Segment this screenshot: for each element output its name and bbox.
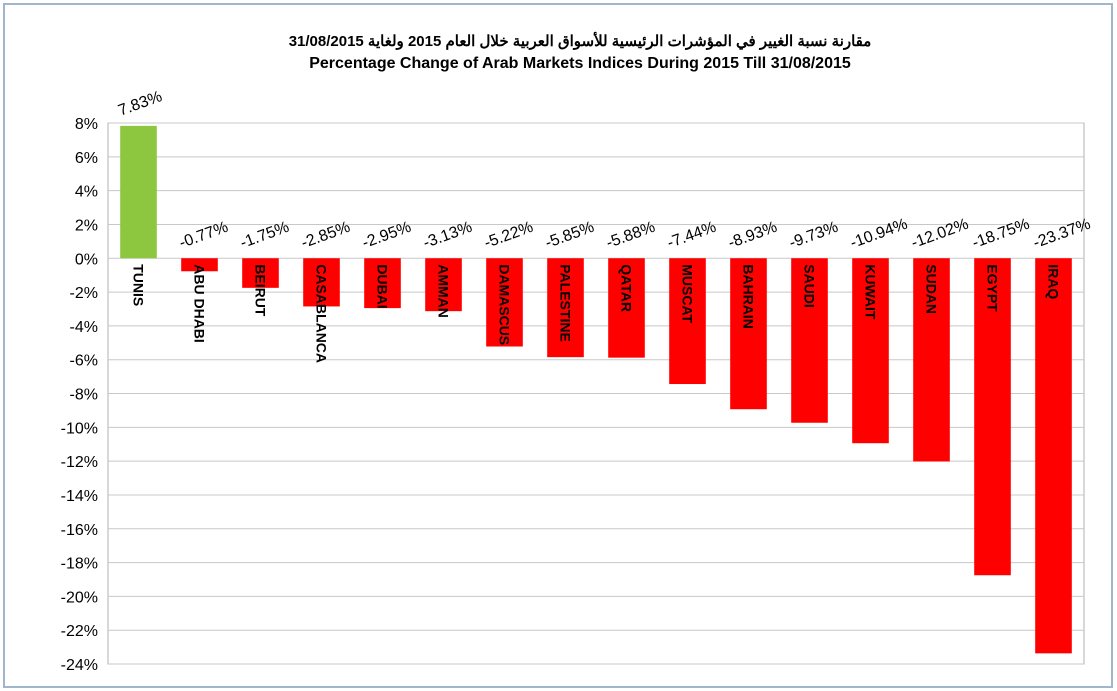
bar xyxy=(974,258,1011,576)
bar xyxy=(547,258,584,358)
x-tick-label: TUNIS xyxy=(131,264,147,306)
y-tick-label: 8% xyxy=(75,116,98,133)
x-tick-label: CASABLANCA xyxy=(314,264,330,363)
bar xyxy=(669,258,706,385)
x-tick-label: BAHRAIN xyxy=(741,264,757,329)
x-tick-label: DUBAI xyxy=(375,264,391,308)
x-tick-label: PALESTINE xyxy=(558,264,574,342)
bar xyxy=(791,258,828,423)
y-tick-label: -22% xyxy=(61,623,98,640)
bar xyxy=(120,125,157,259)
bar xyxy=(181,258,218,272)
x-tick-label: MUSCAT xyxy=(680,264,696,323)
bar xyxy=(913,258,950,462)
chart-title: مقارنة نسبة الغيير في المؤشرات الرئيسية … xyxy=(289,31,872,51)
x-tick-label: KUWAIT xyxy=(863,264,879,320)
y-tick-label: 4% xyxy=(75,184,98,201)
y-tick-label: -12% xyxy=(61,454,98,471)
bar xyxy=(364,258,401,309)
x-tick-label: ABU DHABI xyxy=(192,264,208,343)
bar xyxy=(486,258,523,347)
y-tick-label: -2% xyxy=(70,285,98,302)
x-tick-label: AMMAN xyxy=(436,264,452,318)
bar xyxy=(242,258,279,288)
x-tick-label: IRAQ xyxy=(1046,264,1062,299)
y-tick-label: -6% xyxy=(70,353,98,370)
chart-subtitle: Percentage Change of Arab Markets Indice… xyxy=(309,55,851,72)
y-tick-label: -10% xyxy=(61,420,98,437)
bar xyxy=(303,258,340,307)
y-tick-label: -16% xyxy=(61,522,98,539)
x-tick-label: DAMASCUS xyxy=(497,264,513,345)
bar xyxy=(730,258,767,410)
bar xyxy=(852,258,889,444)
y-tick-label: 2% xyxy=(75,217,98,234)
y-tick-label: -18% xyxy=(61,556,98,573)
bar xyxy=(1035,258,1072,654)
bar xyxy=(425,258,462,312)
x-tick-label: SAUDI xyxy=(802,264,818,308)
x-tick-label: EGYPT xyxy=(985,264,1001,312)
bar xyxy=(608,258,645,358)
y-tick-label: -24% xyxy=(61,657,98,674)
y-tick-label: -14% xyxy=(61,488,98,505)
x-tick-label: QATAR xyxy=(619,264,635,312)
x-tick-label: BEIRUT xyxy=(253,264,269,317)
y-tick-label: -4% xyxy=(70,319,98,336)
y-tick-label: 0% xyxy=(75,251,98,268)
y-tick-label: -20% xyxy=(61,589,98,606)
y-tick-label: 6% xyxy=(75,150,98,167)
y-tick-label: -8% xyxy=(70,387,98,404)
x-tick-label: SUDAN xyxy=(924,264,940,314)
